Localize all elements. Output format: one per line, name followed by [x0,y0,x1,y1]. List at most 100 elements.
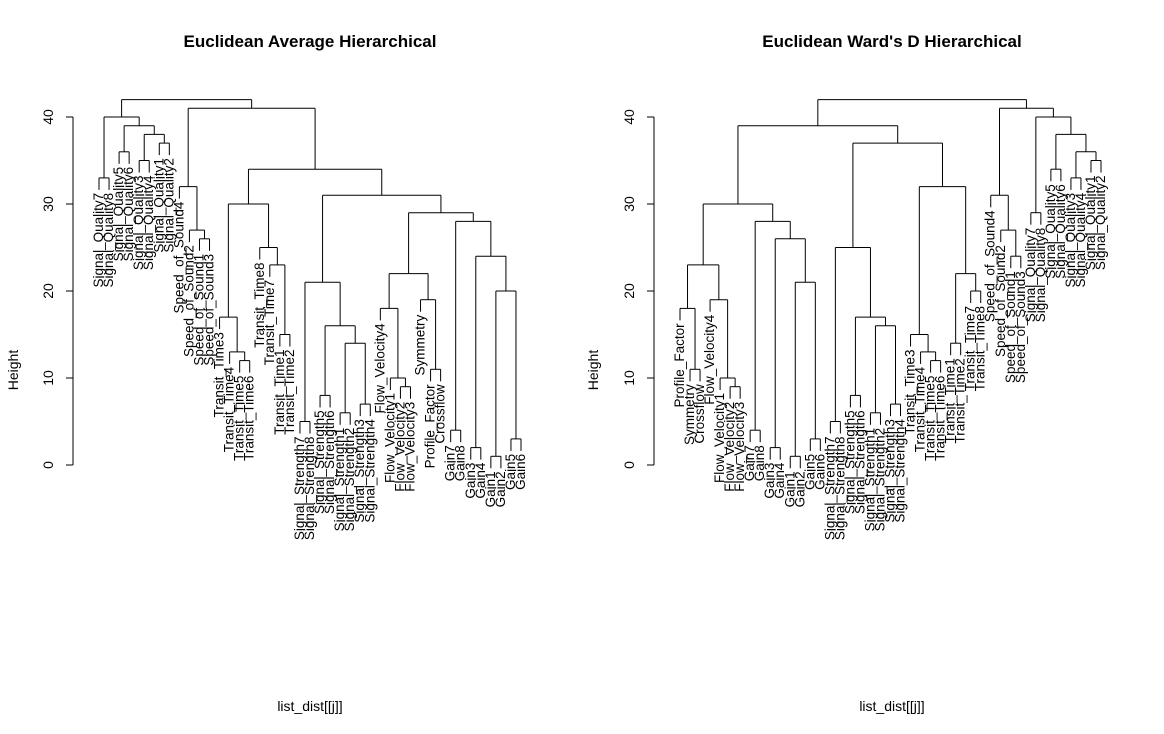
y-tick-label: 20 [40,283,56,299]
leaf-label: Symmetry [682,384,697,445]
leaf-label: Transit_Time1 [943,358,958,443]
leaf-label: Gain7 [742,445,757,481]
leaf-label: Signal_Strength3 [352,419,367,523]
leaf-label: Flow_Velocity1 [712,393,727,483]
leaf-label: Transit_Time2 [953,358,968,443]
y-tick-label: 30 [40,196,56,212]
leaf-label: Transit_Time5 [923,376,938,461]
leaf-label: Gain5 [503,454,518,490]
leaf-label: Transit_Time7 [963,306,978,391]
leaf-label: Signal_Quality2 [1093,176,1108,271]
leaf-label: Signal_Strength1 [332,428,347,532]
y-tick-label: 0 [40,461,56,469]
panel-ward: Euclidean Ward's D Hierarchical list_dis… [585,32,1108,714]
leaf-label: Signal_Strength8 [832,437,847,541]
leaf-label: Gain8 [453,445,468,481]
leaf-label: Signal_Quality1 [1083,176,1098,271]
leaf-label: Gain2 [792,471,807,507]
leaf-label: Transit_Time3 [903,350,918,435]
leaf-label: Flow_Velocity2 [392,402,407,492]
leaf-label: Gain6 [513,454,528,490]
leaf-label: Signal_Quality3 [1063,193,1078,288]
leaf-label: Signal_Strength4 [362,419,377,523]
panel-average: Euclidean Average Hierarchical list_dist… [5,32,528,714]
leaf-label: Gain8 [752,445,767,481]
leaf-label: Signal_Quality3 [131,176,146,271]
y-axis-label: Height [585,350,601,391]
leaf-label: Speed_of_Sound2 [993,245,1008,357]
leaf-label: Gain6 [812,454,827,490]
leaf-label: Transit_Time4 [222,366,237,452]
leaf-label: Symmetry [413,314,428,375]
y-tick-label: 20 [621,283,637,299]
leaf-label: Crossflow [433,384,448,444]
leaf-label: Signal_Quality7 [1023,228,1038,323]
leaf-label: Speed_of_Sound3 [202,254,217,366]
leaf-label: Gain3 [762,463,777,499]
leaf-label: Signal_Strength8 [302,437,317,541]
leaf-label: Signal_Strength4 [893,419,908,523]
leaf-label: Signal_Strength2 [342,428,357,532]
leaf-label: Transit_Time6 [933,376,948,461]
leaf-label: Signal_Quality2 [161,158,176,253]
y-tick-label: 30 [621,196,637,212]
leaf-label: Speed_of_Sound4 [983,210,998,322]
leaf-label: Crossflow [692,384,707,444]
leaf-label: Speed_of_Sound1 [191,254,206,366]
leaf-label: Signal_Quality6 [121,167,136,262]
chart-title: Euclidean Ward's D Hierarchical [762,32,1021,51]
leaf-label: Gain1 [782,471,797,507]
leaf-label: Signal_Strength2 [872,428,887,532]
leaf-label: Transit_Time8 [252,263,267,348]
leaf-label: Transit_Time2 [282,350,297,435]
leaf-label: Signal_Strength3 [883,419,898,523]
y-tick-label: 40 [621,109,637,125]
leaf-label: Signal_Quality5 [1043,184,1058,279]
leaf-label: Transit_Time8 [973,306,988,391]
leaf-label: Profile_Factor [423,384,438,469]
leaf-label: Signal_Strength7 [822,437,837,541]
y-tick-label: 40 [40,109,56,125]
leaf-label: Flow_Velocity3 [402,402,417,492]
leaf-label: Gain4 [473,462,488,499]
leaf-label: Signal_Strength5 [312,410,327,514]
leaf-label: Signal_Quality6 [1053,184,1068,279]
leaf-label: Signal_Strength6 [852,410,867,514]
leaf-label: Gain7 [443,445,458,481]
leaf-label: Gain2 [493,471,508,507]
leaf-label: Signal_Quality7 [91,193,106,288]
leaf-label: Transit_Time7 [262,280,277,365]
leaf-label: Signal_Quality5 [111,167,126,262]
y-tick-label: 0 [621,461,637,469]
leaf-label: Gain3 [463,463,478,499]
leaf-label: Speed_of_Sound4 [171,201,186,313]
leaf-label: Transit_Time6 [242,376,257,461]
leaf-label: Transit_Time5 [232,376,247,461]
leaf-label: Flow_Velocity3 [732,402,747,492]
y-axis-label: Height [5,350,21,391]
leaf-label: Signal_Quality4 [1073,192,1088,287]
leaf-label: Transit_Time3 [212,332,227,417]
leaf-label: Profile_Factor [672,323,687,408]
leaf-label: Flow_Velocity4 [372,323,387,414]
leaf-label: Signal_Quality4 [141,175,156,270]
leaf-label: Signal_Strength5 [842,410,857,514]
leaf-label: Signal_Strength1 [862,428,877,532]
x-axis-label: list_dist[[j]] [859,698,924,714]
leaf-label: Gain1 [483,471,498,507]
leaf-label: Signal_Quality1 [151,158,166,253]
leaf-label: Flow_Velocity2 [722,402,737,492]
leaf-label: Gain5 [802,454,817,490]
leaf-label: Gain4 [772,462,787,499]
leaf-label: Signal_Strength6 [322,410,337,514]
leaf-label: Signal_Strength7 [292,437,307,541]
y-tick-label: 10 [621,370,637,386]
chart-title: Euclidean Average Hierarchical [184,32,437,51]
leaf-label: Signal_Quality8 [101,193,116,288]
leaf-label: Signal_Quality8 [1033,228,1048,323]
y-tick-label: 10 [40,370,56,386]
leaf-label: Speed_of_Sound2 [181,245,196,357]
leaf-label: Speed_of_Sound3 [1013,271,1028,383]
leaf-label: Flow_Velocity1 [382,393,397,483]
